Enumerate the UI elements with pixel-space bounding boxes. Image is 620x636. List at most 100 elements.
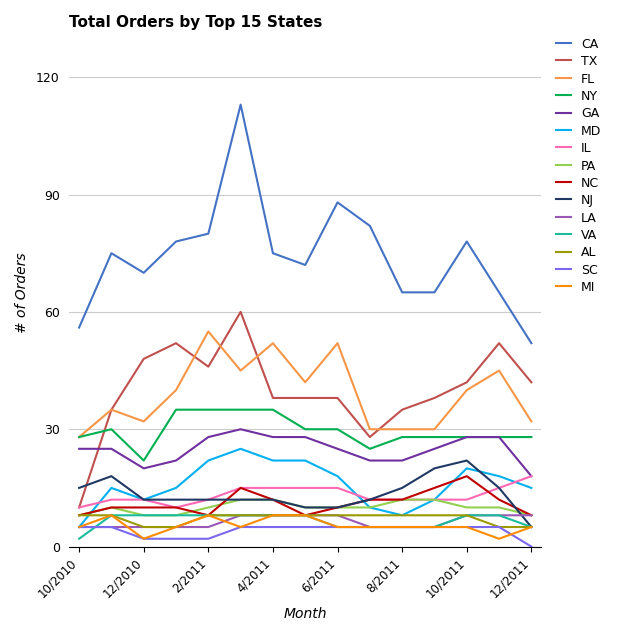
CA bbox=[334, 198, 341, 206]
MI bbox=[205, 511, 212, 519]
FL bbox=[463, 386, 471, 394]
AL bbox=[205, 511, 212, 519]
PA bbox=[205, 504, 212, 511]
MD bbox=[399, 511, 406, 519]
TX bbox=[528, 378, 535, 386]
FL bbox=[237, 367, 244, 375]
GA bbox=[140, 464, 148, 472]
FL bbox=[205, 328, 212, 335]
TX bbox=[76, 504, 83, 511]
MD bbox=[301, 457, 309, 464]
NY bbox=[366, 445, 374, 453]
NC bbox=[366, 496, 374, 504]
MI bbox=[463, 523, 471, 531]
FL bbox=[301, 378, 309, 386]
LA bbox=[528, 511, 535, 519]
VA bbox=[269, 511, 277, 519]
MD bbox=[205, 457, 212, 464]
NJ bbox=[431, 464, 438, 472]
CA bbox=[140, 269, 148, 277]
SC bbox=[334, 523, 341, 531]
IL bbox=[269, 484, 277, 492]
TX bbox=[366, 433, 374, 441]
AL bbox=[495, 523, 503, 531]
SC bbox=[237, 523, 244, 531]
IL bbox=[495, 484, 503, 492]
X-axis label: Month: Month bbox=[283, 607, 327, 621]
MI bbox=[301, 511, 309, 519]
Line: CA: CA bbox=[79, 104, 531, 343]
MD bbox=[237, 445, 244, 453]
GA bbox=[76, 445, 83, 453]
MI bbox=[431, 523, 438, 531]
GA bbox=[205, 433, 212, 441]
NC bbox=[301, 511, 309, 519]
VA bbox=[108, 511, 115, 519]
NJ bbox=[528, 523, 535, 531]
FL bbox=[399, 425, 406, 433]
PA bbox=[399, 496, 406, 504]
TX bbox=[463, 378, 471, 386]
TX bbox=[431, 394, 438, 402]
CA bbox=[108, 249, 115, 257]
TX bbox=[399, 406, 406, 413]
PA bbox=[495, 504, 503, 511]
SC bbox=[76, 523, 83, 531]
LA bbox=[495, 511, 503, 519]
Line: NJ: NJ bbox=[79, 460, 531, 527]
GA bbox=[399, 457, 406, 464]
Line: GA: GA bbox=[79, 429, 531, 476]
TX bbox=[237, 308, 244, 315]
IL bbox=[528, 473, 535, 480]
NJ bbox=[301, 504, 309, 511]
NY bbox=[495, 433, 503, 441]
MI bbox=[237, 523, 244, 531]
PA bbox=[76, 511, 83, 519]
VA bbox=[301, 511, 309, 519]
TX bbox=[334, 394, 341, 402]
GA bbox=[237, 425, 244, 433]
NY bbox=[140, 457, 148, 464]
NJ bbox=[366, 496, 374, 504]
PA bbox=[528, 511, 535, 519]
MD bbox=[495, 473, 503, 480]
VA bbox=[431, 523, 438, 531]
MD bbox=[172, 484, 180, 492]
CA bbox=[301, 261, 309, 269]
MD bbox=[108, 484, 115, 492]
CA bbox=[76, 324, 83, 331]
AL bbox=[76, 511, 83, 519]
GA bbox=[172, 457, 180, 464]
MI bbox=[269, 511, 277, 519]
Line: MI: MI bbox=[79, 515, 531, 539]
LA bbox=[140, 523, 148, 531]
IL bbox=[463, 496, 471, 504]
IL bbox=[140, 496, 148, 504]
TX bbox=[495, 340, 503, 347]
MI bbox=[108, 511, 115, 519]
NC bbox=[269, 496, 277, 504]
NC bbox=[399, 496, 406, 504]
NJ bbox=[108, 473, 115, 480]
NJ bbox=[399, 484, 406, 492]
FL bbox=[269, 340, 277, 347]
TX bbox=[301, 394, 309, 402]
CA bbox=[237, 100, 244, 108]
NJ bbox=[237, 496, 244, 504]
AL bbox=[334, 511, 341, 519]
NY bbox=[334, 425, 341, 433]
PA bbox=[108, 504, 115, 511]
IL bbox=[334, 484, 341, 492]
MD bbox=[431, 496, 438, 504]
Line: SC: SC bbox=[79, 527, 531, 546]
NY bbox=[463, 433, 471, 441]
LA bbox=[108, 523, 115, 531]
NC bbox=[528, 511, 535, 519]
SC bbox=[205, 535, 212, 543]
MD bbox=[463, 464, 471, 472]
FL bbox=[140, 418, 148, 425]
MD bbox=[269, 457, 277, 464]
FL bbox=[172, 386, 180, 394]
NC bbox=[172, 504, 180, 511]
CA bbox=[495, 289, 503, 296]
